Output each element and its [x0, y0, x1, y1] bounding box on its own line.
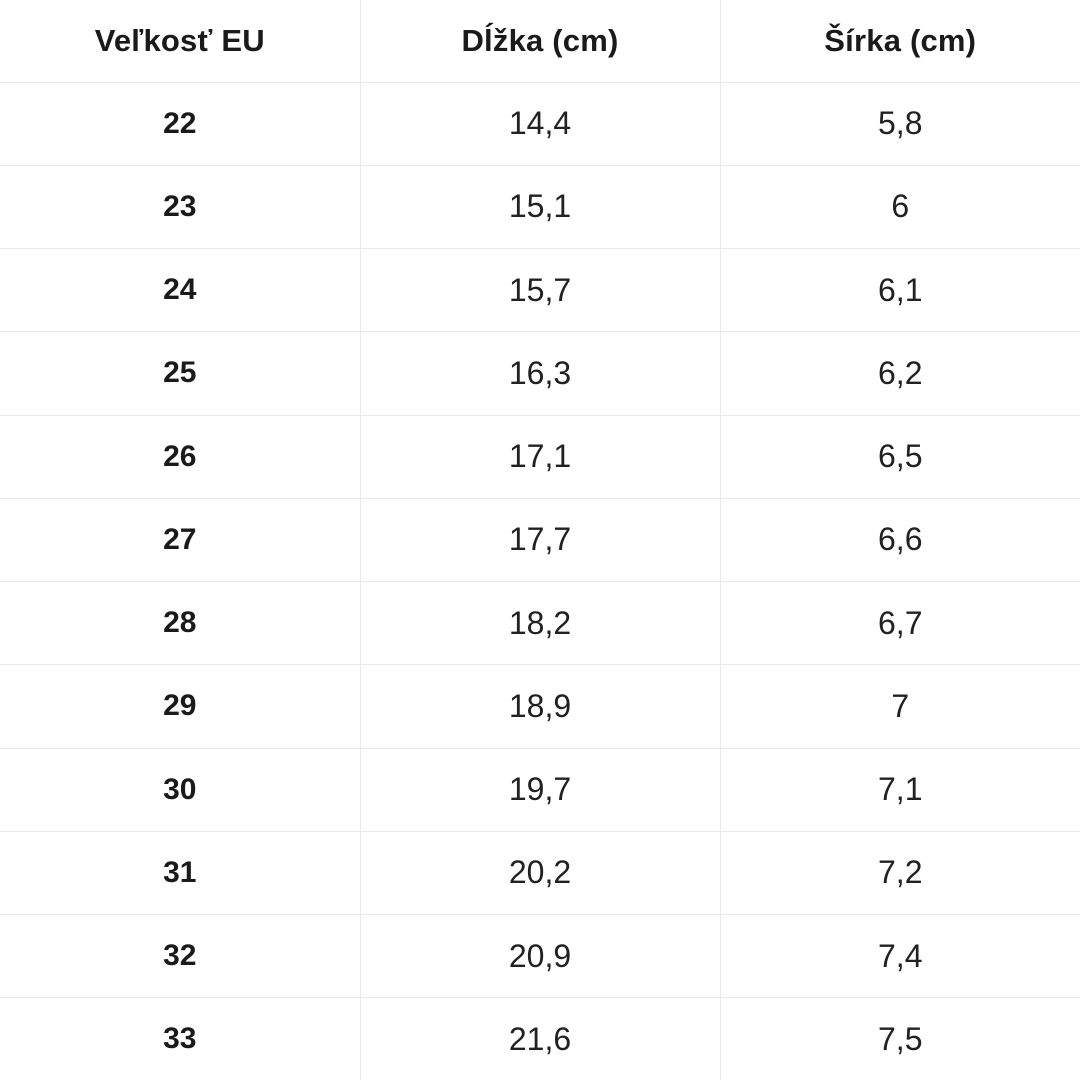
size-value: 24 — [0, 247, 361, 333]
width-value: 6,6 — [719, 497, 1080, 583]
table-row: 24 15,7 6,1 — [0, 247, 1080, 333]
size-value: 26 — [0, 414, 361, 499]
length-value: 16,3 — [359, 331, 721, 416]
length-value: 20,2 — [359, 830, 721, 916]
width-value: 6,1 — [719, 247, 1080, 333]
length-value: 18,9 — [359, 664, 721, 749]
length-value: 14,4 — [359, 81, 721, 166]
table-row: 29 18,9 7 — [0, 664, 1080, 749]
size-value: 25 — [0, 331, 361, 416]
size-value: 33 — [0, 997, 361, 1080]
size-value: 28 — [0, 580, 361, 666]
header-width-cm: Šírka (cm) — [719, 0, 1080, 83]
size-value: 29 — [0, 664, 361, 749]
width-value: 6 — [719, 164, 1080, 250]
length-value: 15,7 — [359, 247, 721, 333]
header-size-eu: Veľkosť EU — [0, 0, 361, 83]
width-value: 5,8 — [719, 81, 1080, 166]
size-value: 27 — [0, 497, 361, 583]
width-value: 6,5 — [719, 414, 1080, 499]
table-row: 23 15,1 6 — [0, 164, 1080, 250]
length-value: 17,1 — [359, 414, 721, 499]
width-value: 6,2 — [719, 331, 1080, 416]
table-row: 25 16,3 6,2 — [0, 331, 1080, 416]
size-value: 23 — [0, 164, 361, 250]
length-value: 15,1 — [359, 164, 721, 250]
size-value: 30 — [0, 747, 361, 832]
table-row: 22 14,4 5,8 — [0, 81, 1080, 166]
width-value: 7,1 — [719, 747, 1080, 832]
size-value: 32 — [0, 913, 361, 999]
table-row: 30 19,7 7,1 — [0, 747, 1080, 832]
header-row: Veľkosť EU Dĺžka (cm) Šírka (cm) — [0, 0, 1080, 83]
table-row: 33 21,6 7,5 — [0, 997, 1080, 1080]
table-row: 32 20,9 7,4 — [0, 913, 1080, 999]
length-value: 19,7 — [359, 747, 721, 832]
size-value: 22 — [0, 81, 361, 166]
width-value: 7,5 — [719, 997, 1080, 1080]
size-value: 31 — [0, 830, 361, 916]
table-row: 28 18,2 6,7 — [0, 580, 1080, 666]
width-value: 7,4 — [719, 913, 1080, 999]
length-value: 18,2 — [359, 580, 721, 666]
table-row: 31 20,2 7,2 — [0, 830, 1080, 916]
length-value: 17,7 — [359, 497, 721, 583]
width-value: 7 — [719, 664, 1080, 749]
header-length-cm: Dĺžka (cm) — [359, 0, 721, 83]
table-row: 26 17,1 6,5 — [0, 414, 1080, 499]
width-value: 7,2 — [719, 830, 1080, 916]
length-value: 21,6 — [359, 997, 721, 1080]
length-value: 20,9 — [359, 913, 721, 999]
width-value: 6,7 — [719, 580, 1080, 666]
table-row: 27 17,7 6,6 — [0, 497, 1080, 583]
